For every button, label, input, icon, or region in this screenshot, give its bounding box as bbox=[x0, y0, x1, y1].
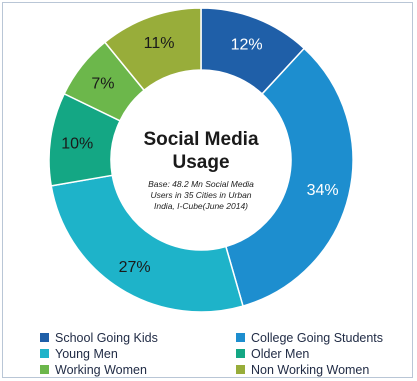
slice-non-working-women bbox=[103, 7, 202, 92]
legend-label: School Going Kids bbox=[55, 330, 158, 345]
slice-label: 12% bbox=[231, 37, 263, 54]
slice-label: 7% bbox=[91, 75, 114, 92]
legend-label: College Going Students bbox=[251, 330, 384, 345]
slice-college-going-students bbox=[224, 47, 354, 308]
legend-swatch bbox=[40, 349, 49, 358]
legend-swatch bbox=[236, 365, 245, 374]
legend-swatch bbox=[40, 365, 49, 374]
legend-item: Young Men bbox=[40, 346, 236, 361]
slice-labels-group: 12% 34% 27% 10% 7% 11% bbox=[61, 35, 338, 276]
slice-label: 27% bbox=[119, 259, 151, 276]
legend-swatch bbox=[236, 349, 245, 358]
chart-note-line2: Users in 35 Cities in Urban bbox=[150, 190, 251, 200]
slice-label: 34% bbox=[307, 182, 339, 199]
donut-hole bbox=[119, 78, 283, 242]
legend-item: Working Women bbox=[40, 362, 236, 377]
chart-note-line3: India, I-Cube(June 2014) bbox=[154, 201, 248, 211]
chart-title-line1: Social Media bbox=[143, 129, 259, 150]
legend-item: College Going Students bbox=[236, 330, 412, 345]
slice-label: 10% bbox=[61, 136, 93, 153]
legend-label: Non Working Women bbox=[251, 362, 370, 377]
slice-label: 11% bbox=[144, 35, 175, 52]
legend-swatch bbox=[40, 333, 49, 342]
chart-note-line1: Base: 48.2 Mn Social Media bbox=[148, 179, 254, 189]
legend-swatch bbox=[236, 333, 245, 342]
legend-item: Older Men bbox=[236, 346, 412, 361]
legend-label: Older Men bbox=[251, 346, 310, 361]
legend-label: Working Women bbox=[55, 362, 147, 377]
chart-title-line2: Usage bbox=[172, 152, 229, 173]
legend-item: Non Working Women bbox=[236, 362, 412, 377]
slices-group bbox=[48, 7, 354, 313]
legend-item: School Going Kids bbox=[40, 330, 236, 345]
legend-label: Young Men bbox=[55, 346, 118, 361]
chart-legend: School Going Kids College Going Students… bbox=[40, 330, 412, 377]
slice-young-men bbox=[50, 174, 244, 313]
